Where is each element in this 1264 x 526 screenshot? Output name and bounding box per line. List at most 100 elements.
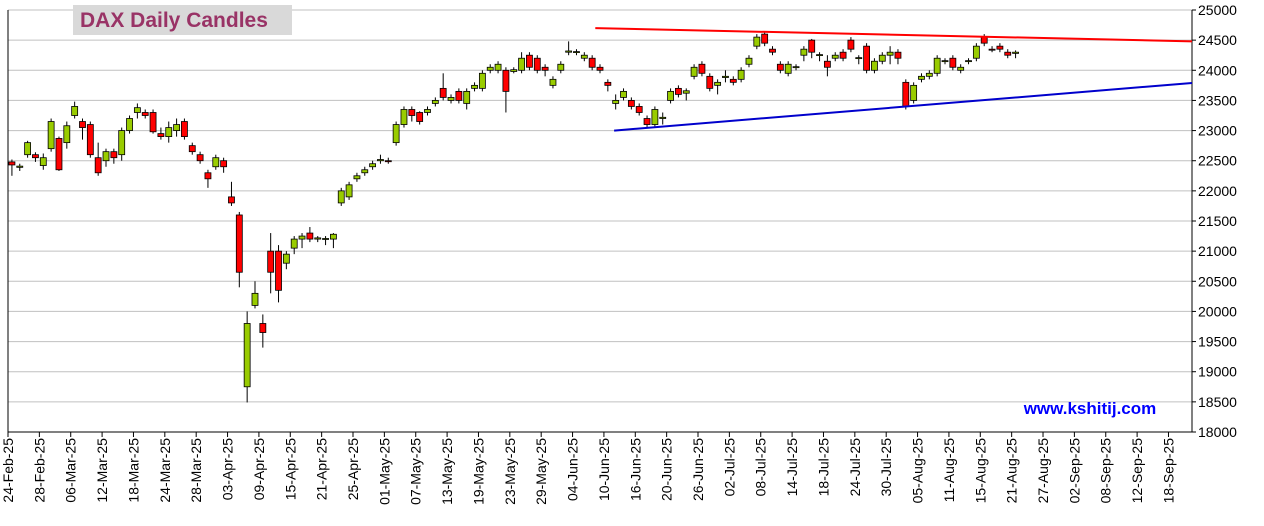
candle-body <box>133 107 141 113</box>
candle-body <box>980 36 988 44</box>
x-tick-label: 02-Jul-25 <box>721 438 737 497</box>
candle-body <box>533 57 541 71</box>
candle-body <box>24 142 32 156</box>
y-tick-label: 19000 <box>1198 364 1237 380</box>
candle-body <box>196 154 204 162</box>
x-tick-label: 12-Sep-25 <box>1129 438 1145 504</box>
candle-body <box>753 36 761 47</box>
candle-body <box>722 75 729 78</box>
x-tick-label: 19-May-25 <box>470 438 486 505</box>
y-tick-label: 24000 <box>1198 62 1237 78</box>
x-tick-label: 05-Aug-25 <box>910 438 926 504</box>
x-tick-label: 15-Apr-25 <box>282 438 298 500</box>
y-tick-label: 19500 <box>1198 334 1237 350</box>
x-tick-label: 09-Apr-25 <box>251 438 267 500</box>
candle-body <box>910 84 918 101</box>
x-tick-label: 18-Mar-25 <box>125 438 141 503</box>
x-tick-label: 02-Sep-25 <box>1066 438 1082 504</box>
x-tick-label: 30-Jul-25 <box>878 438 894 497</box>
candle-body <box>251 292 259 306</box>
x-tick-label: 18-Jul-25 <box>815 438 831 497</box>
chart-title: DAX Daily Candles <box>80 9 268 32</box>
candle-body <box>408 109 416 116</box>
x-tick-label: 23-May-25 <box>502 438 518 505</box>
x-tick-label: 25-Apr-25 <box>345 438 361 500</box>
candle-body <box>243 323 251 388</box>
candle-body <box>337 190 345 204</box>
x-tick-label: 14-Jul-25 <box>784 438 800 497</box>
candle-body <box>761 33 769 44</box>
candle-body <box>259 323 267 333</box>
candle-body <box>494 63 502 71</box>
candle-body <box>1012 51 1019 54</box>
candle-body <box>63 125 71 144</box>
candle-body <box>314 237 322 240</box>
y-tick-label: 21000 <box>1198 243 1237 259</box>
candle-body <box>690 66 698 77</box>
candle-body <box>714 81 722 86</box>
candle-body <box>800 48 808 56</box>
candle-body <box>557 63 565 71</box>
candle-body <box>47 121 55 150</box>
x-tick-label: 08-Sep-25 <box>1098 438 1114 504</box>
candle-body <box>102 151 110 162</box>
x-tick-label: 10-Jun-25 <box>596 438 612 501</box>
candle-body <box>784 63 792 74</box>
y-tick-label: 18000 <box>1198 424 1237 440</box>
candle-body <box>816 54 823 57</box>
candle-body <box>384 160 392 163</box>
candle-body <box>596 66 604 71</box>
x-tick-label: 12-Mar-25 <box>94 438 110 503</box>
x-tick-label: 29-May-25 <box>533 438 549 505</box>
candle-body <box>651 109 659 125</box>
x-tick-label: 08-Jul-25 <box>753 438 769 497</box>
candle-body <box>361 169 369 174</box>
candle-body <box>86 124 94 156</box>
candle-body <box>972 45 980 59</box>
candle-body <box>478 72 486 89</box>
candle-body <box>667 90 674 101</box>
candle-body <box>322 238 329 240</box>
candle-body <box>235 214 243 273</box>
candle-body <box>204 172 212 180</box>
candle-body <box>549 78 557 86</box>
trend-line <box>614 81 1193 132</box>
y-tick-label: 23500 <box>1198 92 1237 108</box>
candle-body <box>16 165 24 168</box>
candle-body <box>39 157 47 166</box>
candle-body <box>173 124 180 131</box>
candle-body <box>455 90 463 101</box>
watermark: www.kshitij.com <box>1023 399 1157 418</box>
candle-body <box>188 145 196 153</box>
candle-body <box>377 159 384 162</box>
candle-body <box>941 60 949 63</box>
candle-body <box>541 66 549 71</box>
x-tick-label: 18-Sep-25 <box>1160 438 1176 504</box>
x-tick-label: 11-Aug-25 <box>941 438 957 503</box>
candle-body <box>330 233 337 240</box>
y-tick-label: 22500 <box>1198 153 1237 169</box>
candle-body <box>502 69 510 92</box>
x-tick-label: 24-Feb-25 <box>0 438 16 503</box>
candle-body <box>471 84 478 89</box>
x-tick-label: 06-Mar-25 <box>63 438 79 503</box>
candle-body <box>588 57 596 68</box>
candle-body <box>612 100 620 104</box>
candle-body <box>831 54 839 59</box>
candle-body <box>659 116 667 119</box>
candle-body <box>769 48 776 53</box>
x-tick-label: 16-Jun-25 <box>627 438 643 501</box>
candle-body <box>878 54 886 62</box>
candle-body <box>486 66 494 71</box>
x-tick-label: 24-Jul-25 <box>847 438 863 497</box>
candle-body <box>627 100 635 107</box>
candle-body <box>635 106 643 113</box>
candle-body <box>698 63 706 74</box>
candle-body <box>149 112 157 133</box>
candle-body <box>55 138 63 171</box>
candle-body <box>431 100 439 104</box>
candle-body <box>298 235 306 240</box>
x-tick-label: 21-Aug-25 <box>1004 438 1020 504</box>
